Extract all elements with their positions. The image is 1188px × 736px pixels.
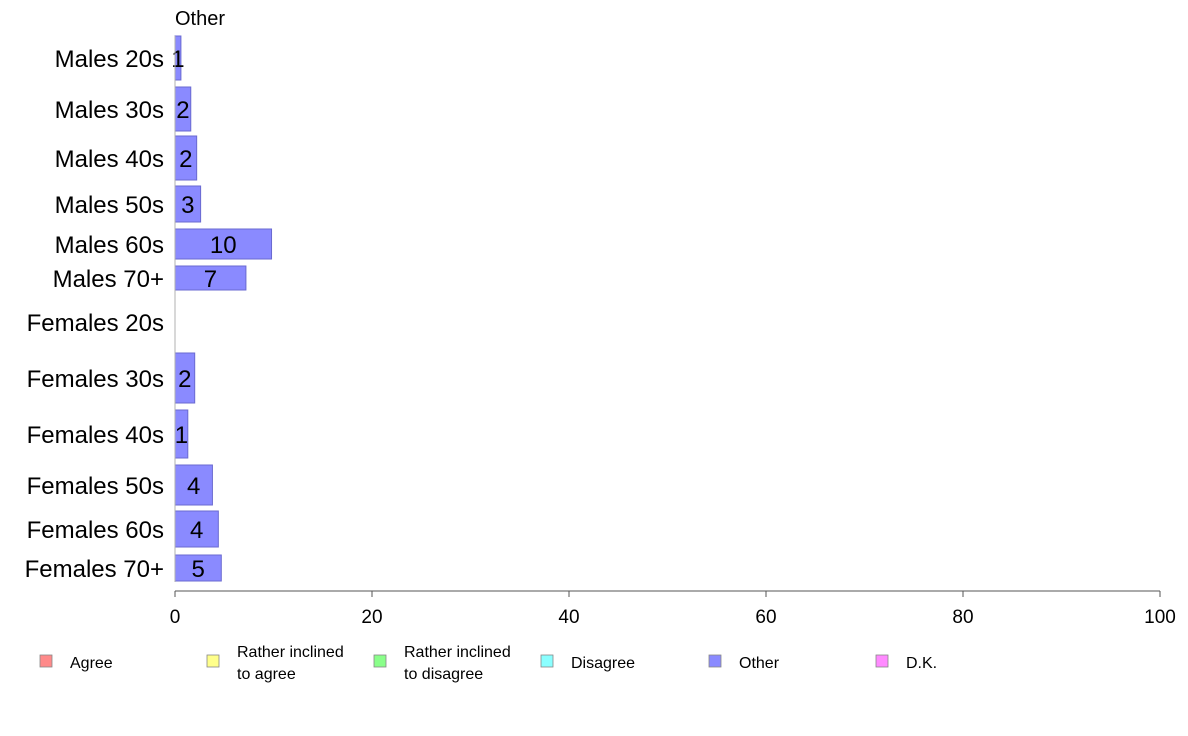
category-label: Females 70+ — [25, 556, 164, 583]
legend-swatch — [875, 654, 889, 668]
bar-value-label: 4 — [190, 517, 203, 544]
bar — [174, 185, 202, 223]
panel-title: Other — [175, 8, 225, 30]
legend-item: D.K. — [875, 654, 937, 672]
bar — [174, 510, 219, 548]
legend-swatch — [206, 654, 220, 668]
category-label: Females 30s — [27, 366, 164, 393]
bar — [174, 464, 213, 506]
legend-label: Rather inclined — [404, 644, 511, 661]
category-label: Females 20s — [27, 310, 164, 337]
x-axis: 0 20 40 60 80 100 — [170, 590, 1176, 628]
bar-value-label: 1 — [175, 422, 188, 449]
legend-item: Disagree — [540, 654, 635, 672]
x-tick-label: 100 — [1144, 607, 1176, 628]
category-label: Males 30s — [55, 97, 164, 124]
legend-swatch — [39, 654, 53, 668]
category-label: Males 40s — [55, 146, 164, 173]
legend-item: Rather inclined to disagree — [373, 644, 511, 683]
bar-value-label: 5 — [191, 556, 204, 583]
category-label: Males 50s — [55, 192, 164, 219]
category-label: Males 20s — [55, 46, 164, 73]
legend-item: Rather inclined to agree — [206, 644, 344, 683]
legend-swatch — [540, 654, 554, 668]
legend-label: Other — [739, 655, 780, 672]
legend-label: to agree — [237, 666, 296, 683]
bar-value-label: 2 — [176, 97, 189, 124]
bar — [174, 265, 247, 291]
category-label: Females 60s — [27, 517, 164, 544]
x-tick-label: 20 — [361, 607, 382, 628]
legend-label: to disagree — [404, 666, 483, 683]
bar — [174, 554, 222, 582]
bar-value-label: 10 — [210, 232, 237, 259]
bar-value-label: 7 — [204, 266, 217, 293]
category-label: Females 40s — [27, 422, 164, 449]
bar-value-label: 1 — [171, 46, 184, 73]
bar-value-label: 3 — [181, 192, 194, 219]
bar-value-label: 2 — [178, 366, 191, 393]
legend-item: Other — [708, 654, 780, 672]
category-label: Males 60s — [55, 232, 164, 259]
legend-item: Agree — [39, 654, 113, 672]
x-tick-label: 0 — [170, 607, 181, 628]
legend-swatch — [373, 654, 387, 668]
bar — [174, 228, 273, 260]
bar-value-label: 4 — [187, 473, 200, 500]
x-tick-label: 40 — [558, 607, 579, 628]
x-tick-label: 80 — [952, 607, 973, 628]
bar-value-label: 2 — [179, 146, 192, 173]
legend-label: Disagree — [571, 655, 635, 672]
legend-swatch — [708, 654, 722, 668]
category-labels-group: Males 20s Males 30s Males 40s Males 50s Male… — [25, 46, 164, 583]
category-label: Females 50s — [27, 473, 164, 500]
legend-label: D.K. — [906, 655, 937, 672]
x-tick-label: 60 — [755, 607, 776, 628]
legend-label: Rather inclined — [237, 644, 344, 661]
category-label: Males 70+ — [53, 266, 164, 293]
legend-label: Agree — [70, 655, 113, 672]
bars-group: 1 2 2 3 10 7 2 1 4 4 5 — [171, 35, 273, 583]
